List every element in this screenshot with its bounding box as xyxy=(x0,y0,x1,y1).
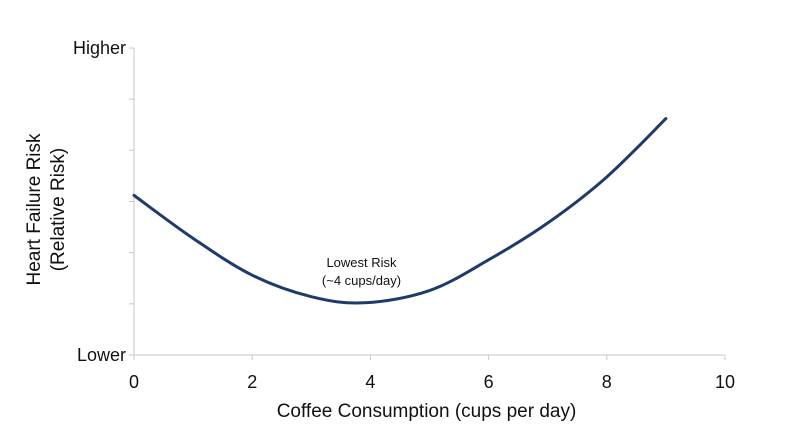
y-tick-label-higher: Higher xyxy=(73,38,126,58)
data-point xyxy=(251,274,254,277)
data-point xyxy=(363,301,366,304)
series xyxy=(132,117,668,305)
data-point xyxy=(428,289,431,292)
y-axis-title-line: Heart Failure Risk xyxy=(24,133,45,286)
series-line-0 xyxy=(132,117,668,305)
x-tick-label: 10 xyxy=(715,372,735,392)
x-tick-label: 4 xyxy=(365,372,375,392)
x-axis-title: Coffee Consumption (cups per day) xyxy=(277,401,577,422)
x-tick-label: 8 xyxy=(602,372,612,392)
x-tick-label: 0 xyxy=(129,372,139,392)
data-point xyxy=(192,237,195,240)
annotation-text-line: (~4 cups/day) xyxy=(322,273,401,288)
ticks xyxy=(129,47,726,360)
data-point xyxy=(546,221,549,224)
data-point xyxy=(605,175,608,178)
annotation-text-line: Lowest Risk xyxy=(326,255,397,270)
data-point xyxy=(133,194,136,197)
y-axis-title-line: (Relative Risk) xyxy=(48,148,69,272)
y-tick-label-lower: Lower xyxy=(77,345,126,365)
axes xyxy=(133,48,725,356)
data-point xyxy=(487,258,490,261)
labels: 0 2 4 6 8 10 Lower Higher Coffee Consumption (cu… xyxy=(24,38,735,422)
x-tick-label: 2 xyxy=(247,372,257,392)
data-point xyxy=(664,117,667,120)
x-tick-label: 6 xyxy=(484,372,494,392)
data-point xyxy=(310,295,313,298)
